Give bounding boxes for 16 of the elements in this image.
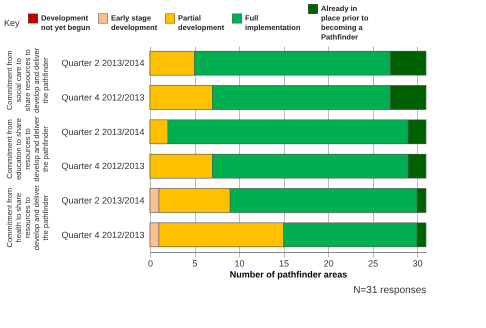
y-tick-label: Quarter 2 2013/2014 — [61, 196, 144, 206]
x-tick-label: 0 — [148, 258, 154, 268]
y-tick-label: Quarter 2 2013/2014 — [61, 126, 144, 137]
x-tick-label: 25 — [368, 258, 378, 268]
text: N=31 responses — [353, 285, 426, 296]
x-tick-label: 20 — [324, 258, 334, 268]
x-axis-title: Number of pathfinder areas — [230, 270, 348, 280]
x-tick-label: 5 — [192, 258, 198, 268]
y-tick-label: Quarter 4 2012/2013 — [61, 161, 144, 172]
y-tick-label: Quarter 2 2013/2014 — [61, 58, 144, 68]
legend-title: Key — [4, 18, 20, 28]
x-tick-label: 10 — [234, 258, 245, 268]
x-tick-label: 15 — [279, 258, 290, 268]
y-tick-label: Quarter 4 2012/2013 — [61, 230, 144, 240]
x-tick-label: 30 — [412, 258, 423, 268]
y-tick-label: Quarter 4 2012/2013 — [61, 92, 144, 102]
